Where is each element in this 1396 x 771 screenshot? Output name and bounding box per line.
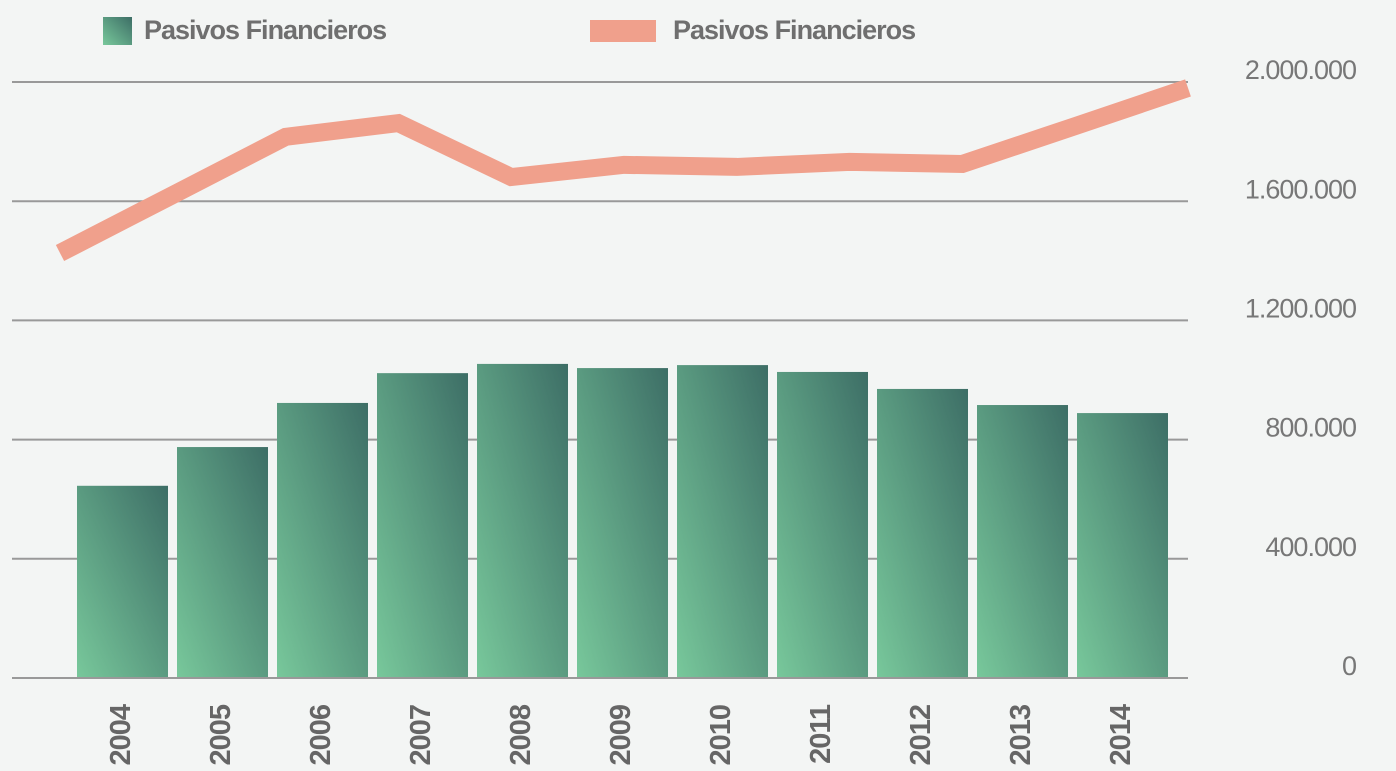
bar: [677, 365, 768, 678]
x-tick-label: 2009: [605, 704, 637, 765]
x-tick-label: 2008: [505, 704, 537, 765]
y-tick-label: 0: [1342, 651, 1356, 681]
y-tick-label: 1.200.000: [1245, 294, 1356, 324]
bar: [777, 371, 868, 678]
x-tick-label: 2013: [1005, 704, 1037, 765]
x-tick-label: 2007: [405, 705, 437, 766]
bar: [877, 388, 968, 678]
legend-swatch: [590, 20, 656, 42]
legend-label: Pasivos Financieros: [144, 15, 386, 45]
bar: [977, 405, 1068, 678]
y-tick-label: 400.000: [1265, 532, 1356, 562]
line: [55, 79, 1191, 262]
bar: [277, 402, 368, 678]
y-tick-label: 800.000: [1265, 413, 1356, 443]
x-tick-label: 2014: [1105, 704, 1137, 765]
legend-label: Pasivos Financieros: [673, 15, 915, 45]
y-tick-label: 2.000.000: [1245, 55, 1356, 85]
legend-swatch: [103, 17, 132, 45]
y-tick-label: 1.600.000: [1245, 174, 1356, 204]
x-tick-label: 2010: [705, 705, 737, 766]
bar: [577, 368, 668, 678]
x-tick-label: 2004: [105, 704, 137, 765]
bar: [477, 363, 568, 678]
bar: [177, 447, 268, 678]
bar: [77, 485, 168, 678]
x-tick-label: 2011: [805, 704, 837, 764]
x-tick-label: 2012: [905, 705, 937, 766]
bar: [1077, 413, 1168, 678]
x-tick-label: 2005: [205, 704, 237, 765]
x-tick-label: 2006: [305, 704, 337, 765]
bar: [377, 373, 468, 678]
